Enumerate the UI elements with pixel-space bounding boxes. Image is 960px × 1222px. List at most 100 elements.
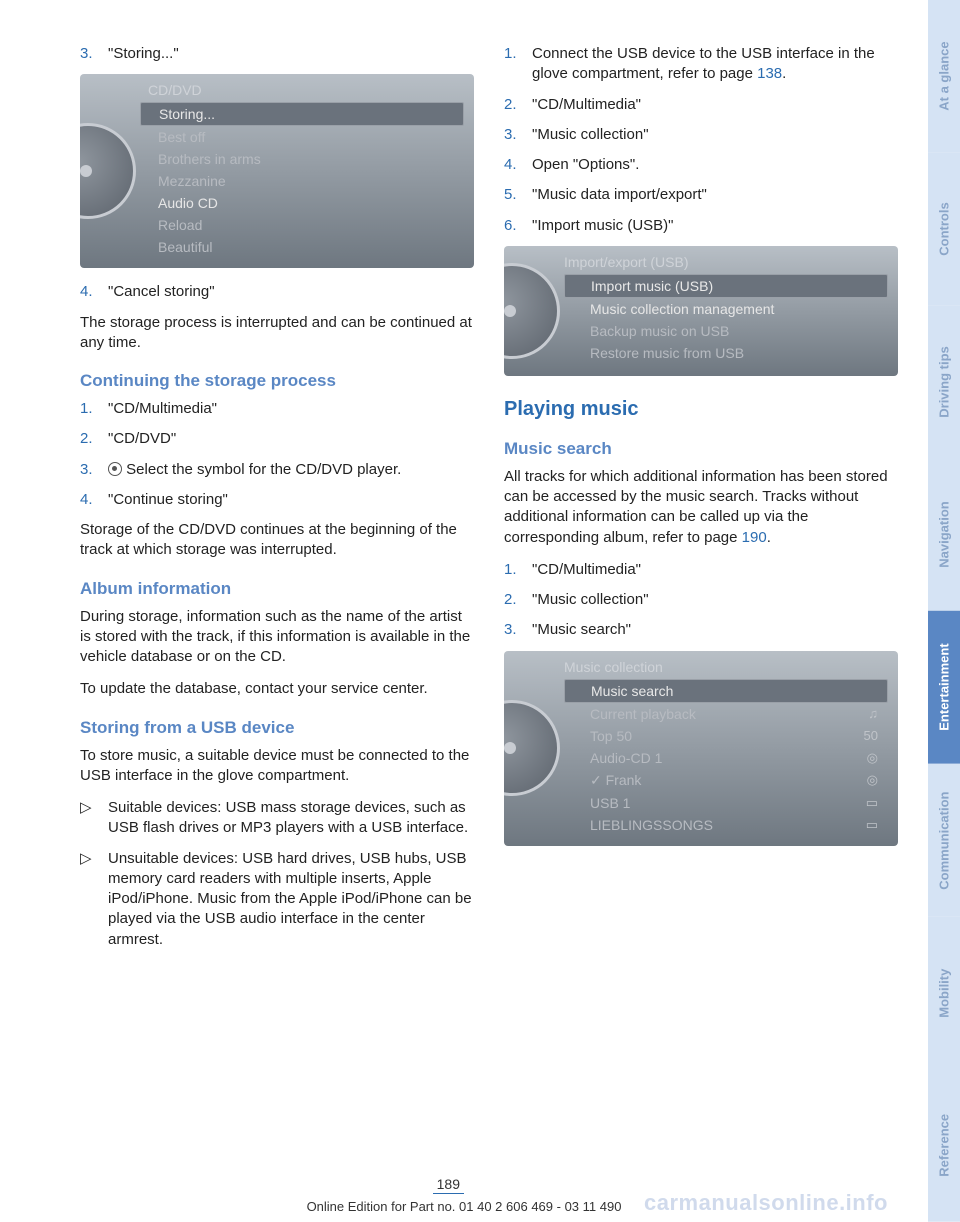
menu-row: Best off <box>140 126 464 148</box>
tab-at-a-glance[interactable]: At a glance <box>928 0 960 153</box>
bullet-text: Suitable devices: USB mass storage devi­… <box>108 798 474 839</box>
text-fragment: All tracks for which additional informat… <box>504 468 888 546</box>
tab-communication[interactable]: Communication <box>928 764 960 917</box>
page-link[interactable]: 190 <box>742 529 767 546</box>
list-item: 6. "Import music (USB)" <box>504 216 898 236</box>
list-item: 4. "Continue storing" <box>80 490 474 510</box>
list-number: 1. <box>80 399 108 419</box>
screenshot-music-collection: Music collection Music search Current pl… <box>504 651 898 846</box>
menu-row: Backup music on USB <box>564 320 888 342</box>
list-item: 3. "Music search" <box>504 620 898 640</box>
list-text: "Music collection" <box>532 590 898 610</box>
row-text: Frank <box>606 772 642 788</box>
screenshot-import-export: Import/export (USB) Import music (USB) M… <box>504 246 898 376</box>
heading-music-search: Music search <box>504 439 898 459</box>
menu-row: Music collection management <box>564 298 888 320</box>
menu-row: Audio CD <box>140 192 464 214</box>
page-link[interactable]: 138 <box>757 65 782 82</box>
list-text: "CD/Multimedia" <box>532 560 898 580</box>
bullet-mark-icon: ▷ <box>80 798 108 839</box>
list-number: 1. <box>504 560 532 580</box>
tab-controls[interactable]: Controls <box>928 153 960 306</box>
content-area: 3. "Storing..." CD/DVD Storing... Best o… <box>0 0 928 1222</box>
menu-row: Restore music from USB <box>564 342 888 364</box>
list-text: "Music search" <box>532 620 898 640</box>
menu-row: USB 1▭ <box>564 792 888 814</box>
row-icon: ◎ <box>867 750 878 766</box>
list-number: 3. <box>504 620 532 640</box>
row-icon: ▭ <box>866 817 878 833</box>
tab-entertainment[interactable]: Entertainment <box>928 611 960 764</box>
heading-album-info: Album information <box>80 579 474 599</box>
list-text: "Music data import/export" <box>532 185 898 205</box>
row-text: Current playback <box>590 706 696 722</box>
watermark: carmanualsonline.info <box>644 1190 888 1216</box>
list-text: "Storing..." <box>108 44 474 64</box>
list-item: 3. "Music collection" <box>504 125 898 145</box>
bullet-item: ▷ Suitable devices: USB mass storage dev… <box>80 798 474 839</box>
menu-row: Top 50 50 <box>564 725 888 747</box>
screenshot-title: Import/export (USB) <box>564 254 888 270</box>
paragraph: To store music, a suitable device must b… <box>80 746 474 787</box>
list-text: "CD/Multimedia" <box>108 399 474 419</box>
menu-row-selected: Import music (USB) <box>564 274 888 298</box>
menu-row: Brothers in arms <box>140 148 464 170</box>
text-fragment: Connect the USB device to the USB inter­… <box>532 45 875 82</box>
text-fragment: . <box>782 65 786 82</box>
screenshot-title: CD/DVD <box>140 82 464 98</box>
tab-reference[interactable]: Reference <box>928 1069 960 1222</box>
row-text: Top 50 <box>590 728 632 744</box>
menu-row: Current playback ♫ <box>564 703 888 725</box>
list-number: 3. <box>80 44 108 64</box>
menu-row: Beautiful <box>140 236 464 258</box>
list-number: 5. <box>504 185 532 205</box>
list-text: Select the symbol for the CD/DVD player. <box>108 460 474 480</box>
menu-row-selected: Storing... <box>140 102 464 126</box>
list-text: "Continue storing" <box>108 490 474 510</box>
list-number: 6. <box>504 216 532 236</box>
controller-dot-icon <box>80 165 92 177</box>
screenshot-cd-dvd: CD/DVD Storing... Best off Brothers in a… <box>80 74 474 268</box>
tab-driving-tips[interactable]: Driving tips <box>928 306 960 459</box>
list-text: Connect the USB device to the USB inter­… <box>532 44 898 85</box>
list-item: 2. "CD/Multimedia" <box>504 95 898 115</box>
row-icon: ♫ <box>868 706 878 721</box>
row-prefix: ✓ <box>590 772 606 788</box>
paragraph: All tracks for which additional informat… <box>504 467 898 548</box>
cd-player-icon <box>108 462 122 476</box>
list-text: Open "Options". <box>532 155 898 175</box>
section-tabs: At a glance Controls Driving tips Naviga… <box>928 0 960 1222</box>
paragraph: During storage, information such as the … <box>80 607 474 668</box>
list-number: 2. <box>80 429 108 449</box>
row-text: USB 1 <box>590 795 630 811</box>
list-item: 1. Connect the USB device to the USB int… <box>504 44 898 85</box>
heading-usb-storing: Storing from a USB device <box>80 718 474 738</box>
list-number: 4. <box>504 155 532 175</box>
text-fragment: . <box>767 529 771 546</box>
list-number: 4. <box>80 490 108 510</box>
list-number: 2. <box>504 95 532 115</box>
list-item: 1. "CD/Multimedia" <box>504 560 898 580</box>
right-column: 1. Connect the USB device to the USB int… <box>504 40 898 1202</box>
paragraph: Storage of the CD/DVD continues at the b… <box>80 520 474 561</box>
controller-dot-icon <box>504 305 516 317</box>
paragraph: To update the database, contact your ser… <box>80 679 474 699</box>
screenshot-title: Music collection <box>564 659 888 675</box>
heading-playing-music: Playing music <box>504 398 898 421</box>
menu-row-selected: Music search <box>564 679 888 703</box>
tab-navigation[interactable]: Navigation <box>928 458 960 611</box>
list-item: 4. "Cancel storing" <box>80 282 474 302</box>
list-number: 1. <box>504 44 532 85</box>
menu-row: Mezzanine <box>140 170 464 192</box>
controller-dot-icon <box>504 742 516 754</box>
page: 3. "Storing..." CD/DVD Storing... Best o… <box>0 0 960 1222</box>
list-text: "Cancel storing" <box>108 282 474 302</box>
menu-row: ✓ Frank◎ <box>564 769 888 792</box>
list-number: 2. <box>504 590 532 610</box>
tab-mobility[interactable]: Mobility <box>928 917 960 1070</box>
left-column: 3. "Storing..." CD/DVD Storing... Best o… <box>80 40 474 1202</box>
row-icon: 50 <box>864 728 878 743</box>
list-number: 3. <box>80 460 108 480</box>
list-text: "Music collection" <box>532 125 898 145</box>
menu-row: Audio-CD 1◎ <box>564 747 888 769</box>
